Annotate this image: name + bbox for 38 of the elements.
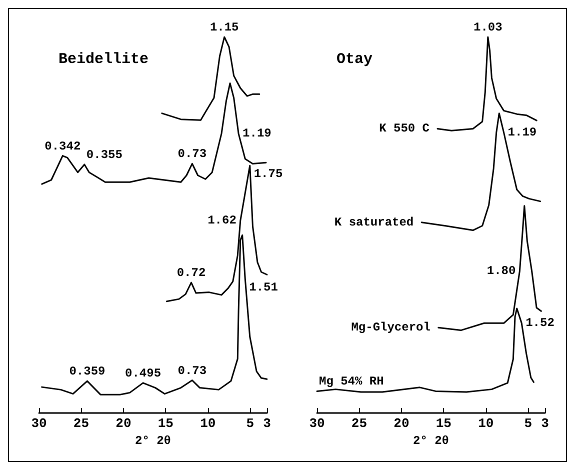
annotation: 1.19: [242, 126, 272, 141]
x-tick-label: 30: [309, 416, 325, 431]
annotation: 1.75: [254, 167, 283, 182]
x-tick-label: 25: [351, 416, 368, 431]
x-tick-label: 25: [73, 416, 90, 431]
x-axis-title: 2° 2θ: [134, 434, 172, 448]
x-axis-title: 2° 2θ: [412, 434, 450, 448]
text: Otay: [336, 51, 372, 68]
x-tick-label: 3: [541, 416, 550, 431]
series-label: Mg-Glycerol: [351, 320, 430, 335]
annotation: 0.72: [176, 266, 206, 280]
series-label: K 550 C: [379, 122, 430, 136]
x-tick-label: 5: [246, 416, 254, 431]
x-tick-label: 10: [200, 416, 216, 431]
text: Beidellite: [58, 51, 148, 68]
x-tick-label: 3: [263, 416, 272, 431]
annotation: 0.495: [125, 366, 162, 380]
annotation: 1.03: [474, 20, 502, 34]
x-tick-label: 10: [478, 416, 494, 431]
x-tick-label: 20: [394, 416, 410, 431]
x-tick-label: 15: [436, 416, 452, 431]
series-label: Mg 54% RH: [319, 374, 384, 389]
annotation: 1.52: [526, 316, 554, 330]
annotation: 0.359: [69, 364, 106, 379]
annotation: 1.62: [208, 213, 236, 228]
annotation: 1.51: [249, 280, 278, 294]
annotation: 0.73: [178, 364, 207, 378]
annotation: 0.73: [178, 147, 207, 162]
x-tick-label: 15: [158, 416, 174, 431]
series-label: K saturated: [334, 215, 414, 230]
annotation: 1.15: [210, 20, 239, 34]
annotation: 0.355: [86, 148, 122, 162]
annotation: 1.80: [486, 264, 516, 278]
annotation: 1.19: [508, 126, 537, 140]
x-tick-label: 20: [116, 416, 132, 431]
x-tick-label: 5: [524, 416, 532, 431]
x-tick-label: 30: [31, 416, 47, 431]
annotation: 0.342: [44, 139, 81, 154]
